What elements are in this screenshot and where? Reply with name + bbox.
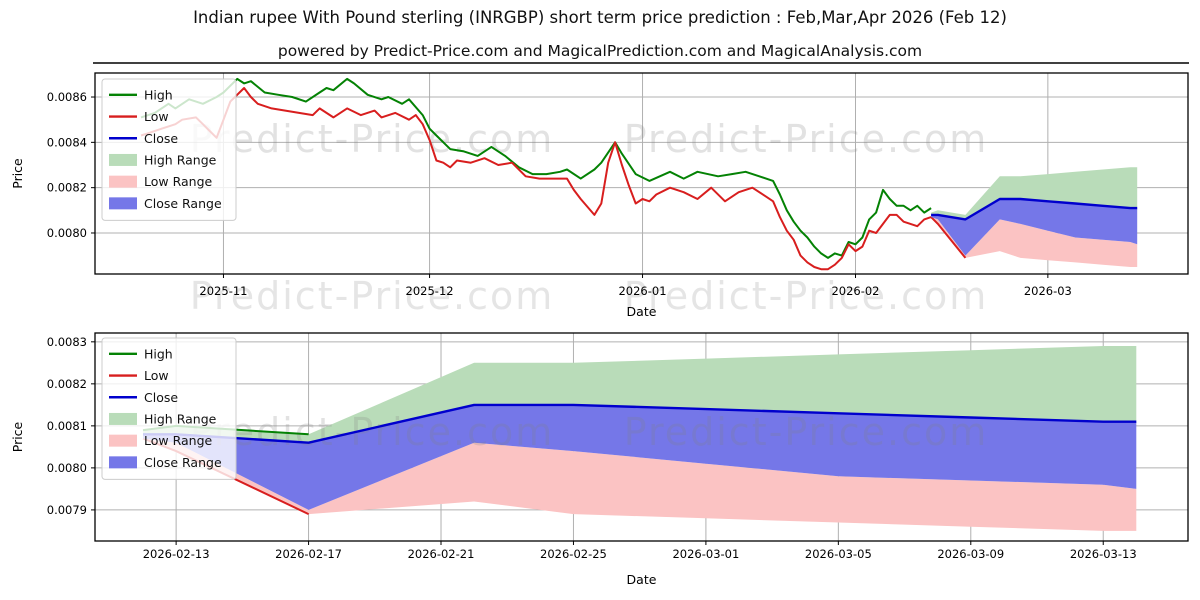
legend-label-high-range: High Range (144, 411, 217, 426)
watermark-text: Predict-Price.com (624, 274, 989, 318)
low-line (140, 87, 932, 271)
y-tick-label: 0.0081 (47, 419, 87, 433)
close-range-area (143, 404, 1137, 510)
high-line (140, 77, 932, 259)
legend-item-low-range: Low Range (109, 433, 213, 448)
legend-item-close: Close (109, 131, 178, 146)
x-tick-label: 2026-02-25 (540, 547, 607, 561)
prediction-chart: Predict-Price.com Predict-Price.com 2026-0… (10, 332, 1189, 587)
high-range-area (931, 167, 1138, 220)
x-tick-label: 2026-02-17 (275, 547, 342, 561)
close-range-area (931, 199, 1138, 256)
legend-label-close-range: Close Range (144, 196, 222, 211)
legend-label-close: Close (144, 131, 178, 146)
x-axis-label: Date (627, 572, 657, 587)
legend-label-high: High (144, 87, 173, 102)
x-tick-label: 2026-01 (618, 284, 666, 298)
legend: High Low Close High Range Low Range Close Ran… (101, 78, 237, 221)
low-prediction-line (930, 216, 967, 259)
legend-item-high: High (109, 87, 173, 102)
x-tick-label: 2026-03 (1024, 284, 1072, 298)
legend-swatch-high-range (109, 153, 137, 166)
page-title: Indian rupee With Pound sterling (INRGBP… (193, 8, 1007, 27)
legend-label-close-range: Close Range (144, 455, 222, 470)
y-tick-label: 0.0082 (47, 377, 87, 391)
legend-item-low-range: Low Range (109, 174, 213, 189)
watermark-text: Predict-Price.com (624, 410, 989, 454)
legend-label-low-range: Low Range (144, 174, 213, 189)
price-history-chart: Predict-Price.com Predict-Price.com2025-1… (10, 72, 1189, 319)
y-axis-label: Price (10, 421, 25, 452)
y-tick-label: 0.0080 (47, 461, 87, 475)
y-axis-label: Price (10, 158, 25, 189)
y-tick-label: 0.0080 (47, 226, 87, 240)
x-tick-label: 2026-02 (831, 284, 879, 298)
legend-item-close-range: Close Range (109, 196, 222, 211)
x-tick-label: 2026-02-13 (143, 547, 210, 561)
low-range-area (931, 217, 1138, 267)
watermark-text: Predict-Price.com (190, 274, 555, 318)
y-tick-label: 0.0082 (47, 181, 87, 195)
watermark-text: Predict-Price.com (190, 410, 555, 454)
low-range-area (143, 438, 1137, 531)
legend-label-high-range: High Range (144, 152, 217, 167)
y-tick-label: 0.0086 (47, 90, 87, 104)
legend-item-low: Low (109, 109, 169, 124)
legend-swatch-close-range (109, 197, 137, 210)
legend-item-close: Close (109, 390, 178, 405)
close-line (931, 197, 1138, 221)
x-tick-label: 2026-03-13 (1070, 547, 1137, 561)
legend-swatch-high-range (109, 412, 137, 425)
x-tick-label: 2025-12 (406, 284, 454, 298)
legend-label-high: High (144, 346, 173, 361)
x-tick-label: 2026-03-09 (937, 547, 1004, 561)
page-subtitle: powered by Predict-Price.com and Magical… (277, 42, 923, 60)
legend-label-low: Low (144, 368, 169, 383)
legend-label-close: Close (144, 390, 178, 405)
legend-item-high-range: High Range (109, 411, 217, 426)
y-tick-label: 0.0083 (47, 335, 87, 349)
legend: High Low Close High Range Low Range Close Ran… (101, 337, 237, 480)
legend-label-low-range: Low Range (144, 433, 213, 448)
x-tick-label: 2025-11 (199, 284, 247, 298)
legend-item-high-range: High Range (109, 152, 217, 167)
legend-item-low: Low (109, 368, 169, 383)
x-tick-label: 2026-03-05 (805, 547, 872, 561)
high-range-area (143, 346, 1137, 443)
legend-item-high: High (109, 346, 173, 361)
watermark-text: Predict-Price.com (624, 117, 989, 161)
x-tick-label: 2026-03-01 (672, 547, 739, 561)
legend-item-close-range: Close Range (109, 455, 222, 470)
legend-swatch-low-range (109, 175, 137, 188)
legend-label-low: Low (144, 109, 169, 124)
y-tick-label: 0.0084 (47, 135, 87, 149)
watermark-text: Predict-Price.com (190, 117, 555, 161)
legend-swatch-close-range (109, 456, 137, 469)
x-axis-label: Date (627, 304, 657, 319)
legend-swatch-low-range (109, 434, 137, 447)
plot-border (94, 332, 1189, 542)
plot-border (94, 72, 1189, 275)
y-tick-label: 0.0079 (47, 503, 87, 517)
close-line (143, 403, 1137, 444)
x-tick-label: 2026-02-21 (408, 547, 475, 561)
